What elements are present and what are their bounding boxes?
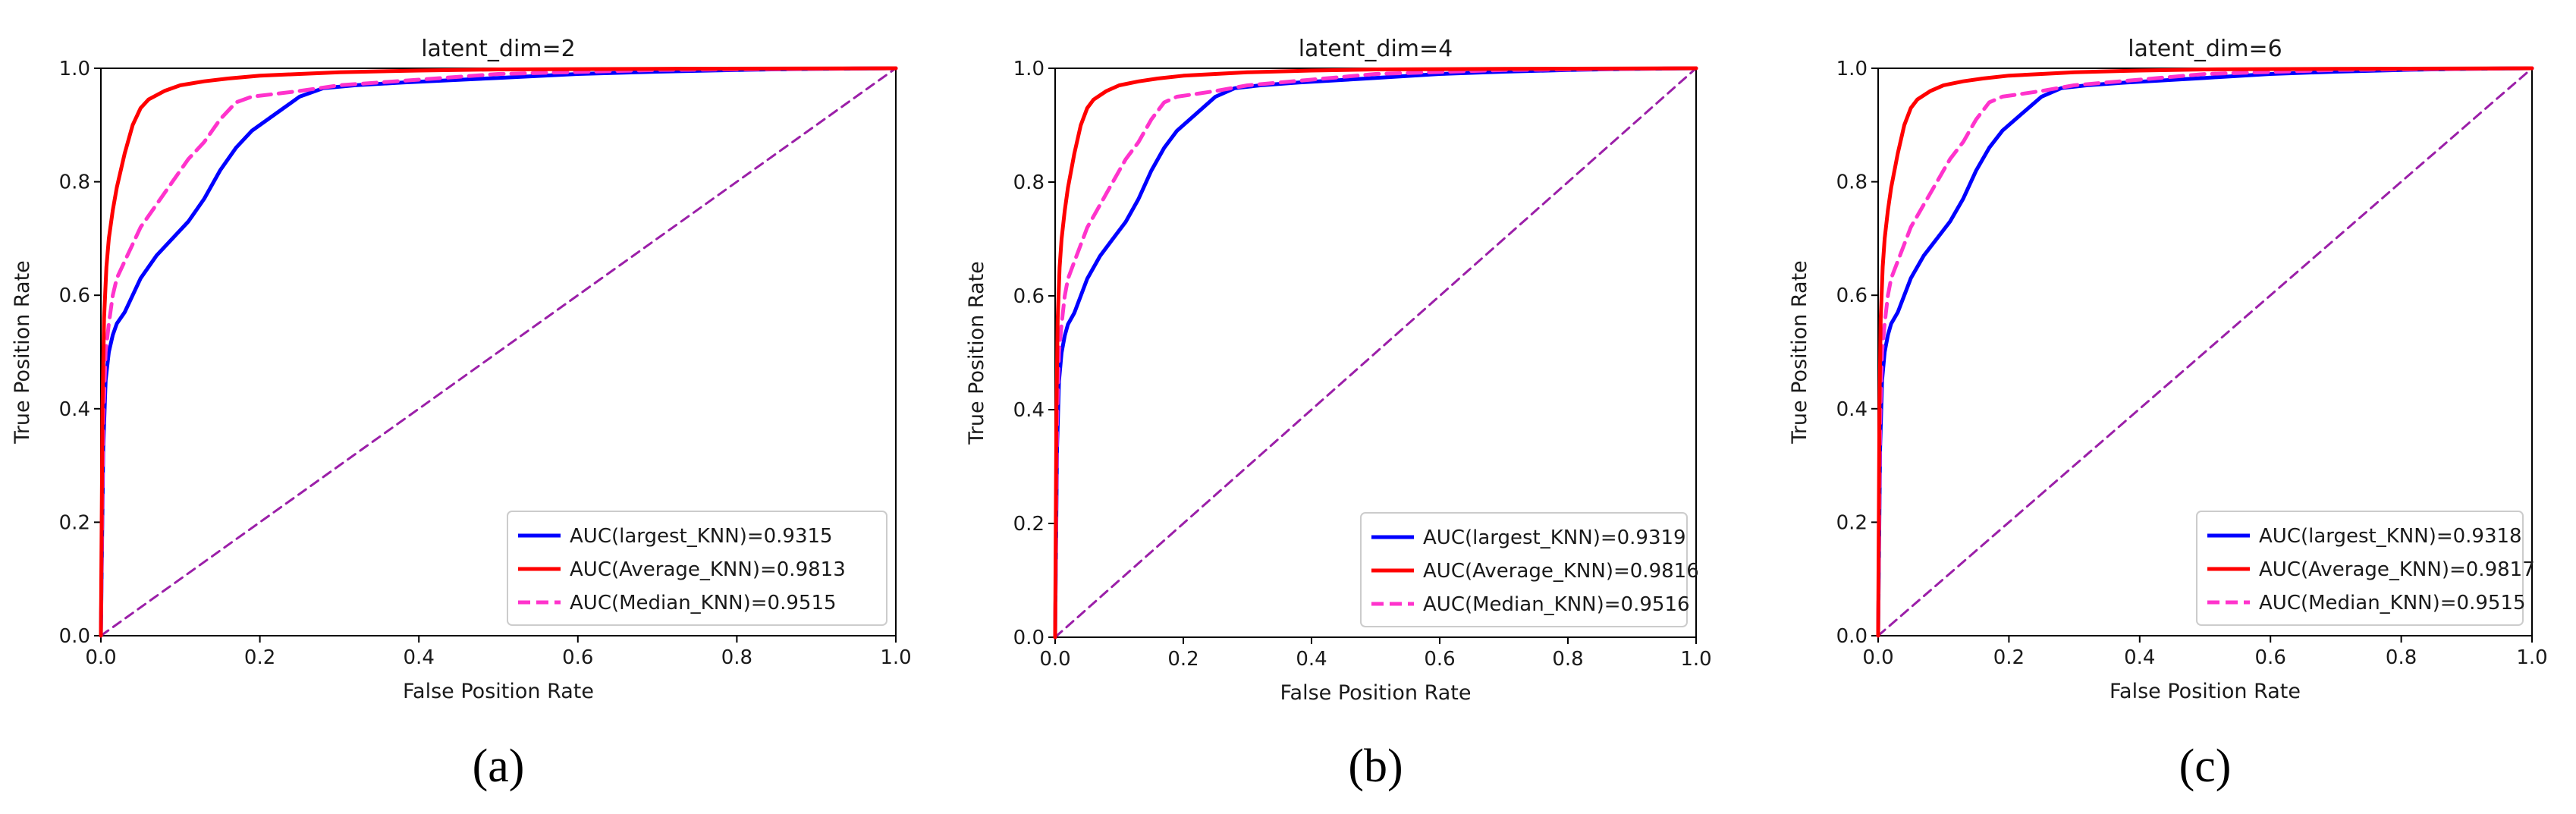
series-line-2: [1876, 66, 2534, 638]
series-line-2: [1053, 66, 1698, 640]
x-tick-label: 0.0: [1862, 646, 1893, 669]
y-tick-label: 0.2: [59, 511, 90, 534]
legend-entry: AUC(Median_KNN)=0.9515: [570, 592, 837, 614]
legend: AUC(largest_KNN)=0.9319 AUC(Average_KNN)=…: [1360, 512, 1699, 627]
x-tick-label: 0.6: [2255, 646, 2286, 669]
panel-caption: (a): [473, 740, 525, 792]
series-line-3: [1053, 66, 1698, 640]
y-axis-label: True Position Rate: [965, 261, 988, 445]
x-tick-label: 0.4: [1296, 648, 1327, 671]
y-tick-label: 1.0: [59, 58, 90, 80]
x-tick-label: 0.8: [1552, 648, 1583, 671]
y-tick-label: 0.6: [1013, 285, 1045, 308]
y-tick-label: 0.8: [1013, 171, 1045, 194]
x-tick-label: 0.8: [721, 646, 752, 669]
x-tick-label: 0.4: [404, 646, 435, 669]
x-tick-label: 0.4: [2124, 646, 2155, 669]
legend-entry: AUC(largest_KNN)=0.9318: [2259, 525, 2522, 548]
y-tick-label: 0.4: [1013, 399, 1045, 422]
x-tick-label: 0.0: [85, 646, 116, 669]
x-tick-label: 1.0: [880, 646, 911, 669]
legend: AUC(largest_KNN)=0.9315 AUC(Average_KNN)=…: [507, 511, 887, 626]
y-tick-label: 0.2: [1013, 513, 1045, 536]
roc-panel-1: latent_dim=2 0.0 0.2 0.4 0.6 0.8 1.0 0.0 0.2 0.4 0…: [11, 36, 912, 792]
y-tick-label: 0.2: [1836, 511, 1868, 534]
y-tick-label: 0.0: [1836, 625, 1868, 648]
x-tick-label: 0.0: [1039, 648, 1070, 671]
y-tick-label: 0.0: [59, 625, 90, 648]
x-axis-label: False Position Rate: [2109, 680, 2301, 703]
x-tick-label: 0.2: [244, 646, 275, 669]
legend-box: [1360, 512, 1688, 627]
legend: AUC(largest_KNN)=0.9318 AUC(Average_KNN)=…: [2196, 511, 2535, 626]
legend-box: [507, 511, 887, 626]
y-tick-label: 0.8: [1836, 171, 1868, 194]
y-tick-label: 0.6: [1836, 284, 1868, 307]
x-tick-label: 0.6: [1424, 648, 1455, 671]
chance-diagonal-line: [1877, 67, 2534, 637]
legend-entry: AUC(largest_KNN)=0.9315: [570, 525, 833, 548]
y-tick-label: 0.0: [1013, 627, 1045, 649]
y-tick-label: 0.4: [59, 398, 90, 421]
legend-entry: AUC(Average_KNN)=0.9816: [1423, 560, 1699, 583]
y-axis-label: True Position Rate: [11, 260, 34, 445]
roc-panel-3: latent_dim=6 0.0 0.2 0.4 0.6 0.8 1.0 0.0 0.2 0.4 0…: [1788, 36, 2548, 792]
panel-caption: (c): [2179, 740, 2232, 792]
y-tick-label: 1.0: [1836, 58, 1868, 80]
chance-diagonal-line: [1054, 67, 1698, 639]
chart-title: latent_dim=4: [1299, 36, 1453, 62]
y-tick-label: 0.4: [1836, 398, 1868, 421]
legend-entry: AUC(largest_KNN)=0.9319: [1423, 526, 1686, 549]
legend-entry: AUC(Median_KNN)=0.9515: [2259, 592, 2526, 614]
series-line-1: [1876, 66, 2534, 638]
x-tick-label: 1.0: [2516, 646, 2547, 669]
x-tick-label: 0.2: [1167, 648, 1198, 671]
legend-box: [2196, 511, 2524, 626]
series-line-3: [99, 66, 898, 638]
x-tick-label: 0.6: [562, 646, 593, 669]
series-line-3: [1876, 66, 2534, 638]
legend-entry: AUC(Average_KNN)=0.9813: [570, 558, 846, 581]
x-axis-label: False Position Rate: [403, 680, 594, 703]
x-tick-label: 0.2: [1993, 646, 2025, 669]
x-tick-label: 1.0: [1680, 648, 1711, 671]
chart-title: latent_dim=2: [421, 36, 576, 62]
y-tick-label: 0.8: [59, 171, 90, 194]
series-line-2: [99, 66, 898, 638]
legend-entry: AUC(Average_KNN)=0.9817: [2259, 558, 2535, 581]
chart-title: latent_dim=6: [2128, 36, 2282, 62]
x-axis-label: False Position Rate: [1280, 681, 1472, 705]
x-tick-label: 0.8: [2386, 646, 2417, 669]
y-axis-label: True Position Rate: [1788, 260, 1811, 445]
roc-panel-2: latent_dim=4 0.0 0.2 0.4 0.6 0.8 1.0 0.0 0.2 0.4 0…: [965, 36, 1712, 792]
y-tick-label: 0.6: [59, 284, 90, 307]
legend-entry: AUC(Median_KNN)=0.9516: [1423, 593, 1690, 616]
panel-caption: (b): [1348, 740, 1403, 792]
series-line-1: [99, 66, 898, 638]
series-line-1: [1053, 66, 1698, 640]
chance-diagonal-line: [99, 67, 897, 637]
y-tick-label: 1.0: [1013, 58, 1045, 80]
